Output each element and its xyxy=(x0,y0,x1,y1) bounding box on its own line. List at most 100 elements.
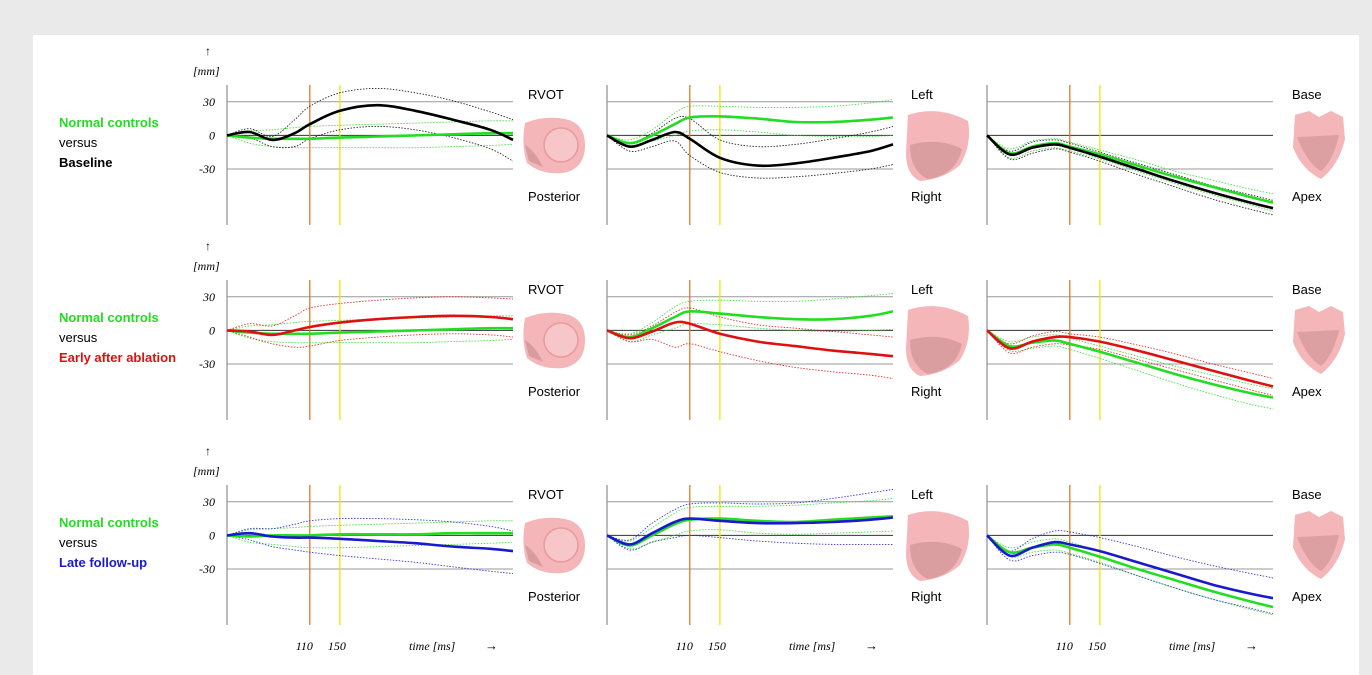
y-units-label: [mm] xyxy=(193,259,220,273)
y-units-label: [mm] xyxy=(193,464,220,478)
early-mean-line xyxy=(226,314,514,337)
normal-lower-bound-line xyxy=(606,129,894,148)
late-lower-bound-line xyxy=(606,534,893,551)
view-label-bottom: Posterior xyxy=(528,384,581,399)
early-lower-bound-line xyxy=(606,329,894,380)
normal-lower-bound-line xyxy=(606,323,894,343)
early-lower-bound-line xyxy=(986,330,1274,396)
heart-shadow-shape xyxy=(525,145,543,167)
normal-upper-bound-line xyxy=(986,329,1274,390)
normal-upper-bound-line xyxy=(606,292,894,335)
row-label-normal-controls: Normal controls xyxy=(59,310,159,325)
baseline-upper-bound-line xyxy=(986,135,1274,201)
figure-panel: Normal controls versus Baseline Normal cont… xyxy=(33,35,1359,675)
up-arrow-icon: ↑ xyxy=(205,444,211,458)
view-label-bottom: Apex xyxy=(1292,589,1322,604)
x-axis-time-label: time [ms] xyxy=(789,639,836,653)
view-label-bottom: Posterior xyxy=(528,189,581,204)
normal-mean-line xyxy=(226,326,514,336)
heart-shadow-shape xyxy=(910,336,962,374)
row-label-normal-controls: Normal controls xyxy=(59,515,159,530)
normal-lower-bound-line xyxy=(226,134,514,149)
heart-shadow-shape xyxy=(1297,535,1339,571)
heart-view-icon xyxy=(906,511,969,581)
normal-mean-line xyxy=(226,131,514,141)
normal-lower-bound-line xyxy=(986,535,1274,616)
y-tick-label: -30 xyxy=(199,162,215,176)
view-label-bottom: Right xyxy=(911,384,942,399)
baseline-mean-line xyxy=(606,130,894,168)
normal-upper-bound-line xyxy=(986,535,1274,600)
view-label-top: Base xyxy=(1292,282,1322,297)
baseline-mean-line xyxy=(986,134,1274,210)
y-tick-label: 0 xyxy=(209,128,215,142)
x-tick-label-150: 150 xyxy=(1088,639,1106,653)
view-label-top: Left xyxy=(911,282,933,297)
y-tick-label: 30 xyxy=(202,495,215,509)
late-upper-bound-line xyxy=(226,517,514,536)
x-tick-label-150: 150 xyxy=(328,639,346,653)
heart-view-icon xyxy=(523,312,585,369)
normal-upper-bound-line xyxy=(986,135,1274,195)
heart-shadow-shape xyxy=(1297,135,1339,171)
x-tick-label-110: 110 xyxy=(1056,639,1073,653)
view-label-top: Base xyxy=(1292,87,1322,102)
view-label-bottom: Apex xyxy=(1292,384,1322,399)
normal-lower-bound-line xyxy=(226,534,514,549)
heart-shadow-shape xyxy=(525,545,543,567)
normal-upper-bound-line xyxy=(606,99,894,141)
early-upper-bound-line xyxy=(226,296,514,331)
late-upper-bound-line xyxy=(606,489,894,541)
baseline-lower-bound-line xyxy=(986,135,1274,216)
early-mean-line xyxy=(606,320,894,358)
late-upper-bound-line xyxy=(986,530,1274,579)
x-axis-time-label: time [ms] xyxy=(1169,639,1216,653)
x-axis-time-label: time [ms] xyxy=(409,639,456,653)
up-arrow-icon: ↑ xyxy=(205,44,211,58)
heart-view-icon xyxy=(1293,511,1345,579)
view-label-bottom: Apex xyxy=(1292,189,1322,204)
baseline-lower-bound-line xyxy=(226,125,514,162)
right-arrow-icon: → xyxy=(485,638,498,653)
y-tick-label: 0 xyxy=(209,323,215,337)
baseline-lower-bound-line xyxy=(606,135,894,179)
row-label-versus: versus xyxy=(59,135,98,150)
view-label-bottom: Right xyxy=(911,189,942,204)
strain-curves-figure: Normal controls versus Baseline Normal cont… xyxy=(59,44,1345,653)
normal-lower-bound-line xyxy=(226,329,514,344)
heart-shadow-shape xyxy=(1297,330,1339,366)
normal-lower-bound-line xyxy=(986,330,1274,410)
y-tick-label: -30 xyxy=(199,562,215,576)
x-tick-label-150: 150 xyxy=(708,639,726,653)
early-upper-bound-line xyxy=(986,330,1274,380)
late-lower-bound-line xyxy=(226,534,514,574)
view-label-top: Base xyxy=(1292,487,1322,502)
normal-upper-bound-line xyxy=(606,497,894,542)
early-mean-line xyxy=(986,329,1274,388)
normal-mean-line xyxy=(606,309,894,339)
up-arrow-icon: ↑ xyxy=(205,239,211,253)
heart-view-icon xyxy=(1293,111,1345,179)
normal-mean-line xyxy=(606,115,894,145)
y-tick-label: 30 xyxy=(202,95,215,109)
y-tick-label: 30 xyxy=(202,290,215,304)
heart-shadow-shape xyxy=(910,141,962,179)
heart-view-icon xyxy=(523,517,585,574)
view-label-bottom: Posterior xyxy=(528,589,581,604)
early-lower-bound-line xyxy=(226,329,514,348)
late-mean-line xyxy=(606,516,894,546)
row-label-versus: versus xyxy=(59,330,98,345)
view-label-top: RVOT xyxy=(528,87,564,102)
x-tick-label-110: 110 xyxy=(676,639,693,653)
normal-mean-line xyxy=(606,515,894,547)
early-upper-bound-line xyxy=(606,307,894,338)
right-arrow-icon: → xyxy=(1245,638,1258,653)
heart-shadow-shape xyxy=(525,340,543,362)
row-label-group: Baseline xyxy=(59,155,112,170)
heart-view-icon xyxy=(906,111,969,181)
row-label-group: Late follow-up xyxy=(59,555,147,570)
normal-mean-line xyxy=(986,534,1274,609)
x-tick-label-110: 110 xyxy=(296,639,313,653)
y-units-label: [mm] xyxy=(193,64,220,78)
heart-view-icon xyxy=(906,306,969,376)
